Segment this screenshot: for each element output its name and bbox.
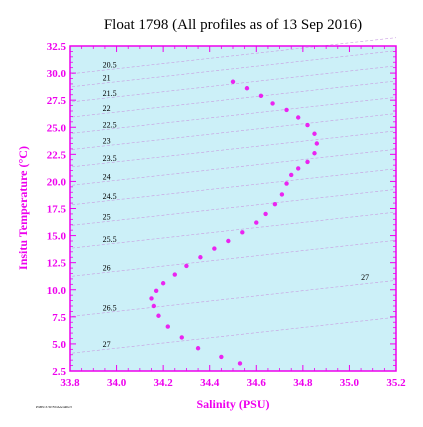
y-tick-label: 27.5 [47,95,67,107]
chart-title: Float 1798 (All profiles as of 13 Sep 20… [104,17,362,33]
isopycnal-label: 27 [361,273,369,282]
x-tick-label: 33.8 [60,377,80,389]
data-point [296,115,301,120]
plot-area [70,46,396,371]
x-tick-label: 35.0 [340,377,360,389]
data-point [151,303,157,309]
isopycnal-line [71,96,397,134]
isopycnal-label: 23.5 [103,154,117,163]
data-point [156,313,161,318]
data-point [258,93,264,99]
y-tick-label: 7.5 [52,312,66,324]
y-axis-label: Insitu Temperature (°C) [16,146,30,270]
isopycnal-labels: 20.5 21 21.5 22 22.5 23 23.5 24 24.5 25 25.5 26 26.5… [103,61,369,349]
isopycnal-line [71,37,397,74]
isopycnal-line [71,50,397,87]
y-tick-label: 5.0 [52,339,66,351]
x-tick-label: 34.8 [293,377,313,389]
data-point [254,220,259,225]
isopycnal-label: 21.5 [103,89,117,98]
y-tick-label: 20.0 [47,176,67,188]
isopycnal-label: 23 [103,137,111,146]
credit-text: PMEL/UW/NOAA/ARGO [35,405,72,409]
x-tick-label: 34.4 [200,377,220,389]
data-point [270,101,275,106]
data-point [237,361,243,366]
isopycnal-label: 25 [103,212,111,221]
isopycnal-label: 27 [103,340,111,349]
data-point [230,79,236,84]
y-tick-label: 30.0 [47,68,67,80]
data-point [279,192,285,197]
isopycnal-label: 20.5 [103,61,117,70]
data-point [312,131,317,136]
data-point [263,211,268,217]
isopycnal-line [71,65,397,103]
isopycnal-label: 21 [103,74,111,83]
y-tick-label: 10.0 [47,285,67,297]
data-point [153,288,159,294]
isopycnal-line [71,211,397,249]
data-point [149,296,154,301]
data-point [296,166,301,171]
isopycnal-line [71,189,397,226]
data-point [289,172,294,178]
data-point [172,272,177,277]
x-axis-label: Salinity (PSU) [196,397,269,411]
isopycnal-label: 26 [103,263,111,272]
data-point [165,324,170,329]
axis-ticks [69,45,397,372]
isopycnal-line [71,148,397,186]
x-tick-label: 34.0 [107,377,127,389]
data-point [198,255,203,260]
data-point [240,230,245,235]
data-point [272,201,278,207]
data-point [179,335,184,340]
data-point [195,346,201,351]
data-points [149,79,320,366]
isopycnal-line [71,316,397,354]
y-tick-label: 25.0 [47,122,67,134]
x-tick-label: 34.2 [154,377,174,389]
isopycnal-line [71,80,397,118]
y-tick-label: 17.5 [47,204,67,216]
x-tick-labels: 33.8 34.0 34.2 34.4 34.6 34.8 35.0 35.2 [60,377,406,389]
isopycnal-label: 22.5 [103,120,117,129]
x-tick-label: 34.6 [247,377,267,389]
y-tick-label: 2.5 [52,366,66,378]
y-tick-label: 32.5 [47,41,67,53]
data-point [219,354,224,360]
isopycnal-lines [71,37,397,354]
isopycnal-line [71,130,397,168]
isopycnal-label: 22 [103,104,111,113]
y-tick-label: 12.5 [47,258,67,270]
isopycnal-line [71,168,397,206]
data-point [284,107,289,113]
isopycnal-label: 26.5 [103,303,117,312]
data-point [305,159,310,165]
y-tick-label: 15.0 [47,231,67,243]
isopycnal-line [71,113,397,150]
isopycnal-line [71,239,397,277]
isopycnal-label: 25.5 [103,235,117,244]
data-point [284,181,289,186]
data-point [226,238,231,244]
data-point [312,151,317,156]
data-point [314,141,320,146]
x-tick-label: 35.2 [386,377,406,389]
data-point [184,263,189,269]
data-point [305,122,310,128]
data-point [244,86,250,91]
isopycnal-label: 24 [103,172,111,181]
y-tick-label: 22.5 [47,149,67,161]
isopycnal-label: 24.5 [103,192,117,201]
isopycnal-line [71,280,397,317]
y-tick-labels: 2.5 5.0 7.5 10.0 12.5 15.0 17.5 20.0 22.5 25.0 27.… [47,41,67,378]
data-point [160,281,166,286]
data-point [212,246,217,251]
